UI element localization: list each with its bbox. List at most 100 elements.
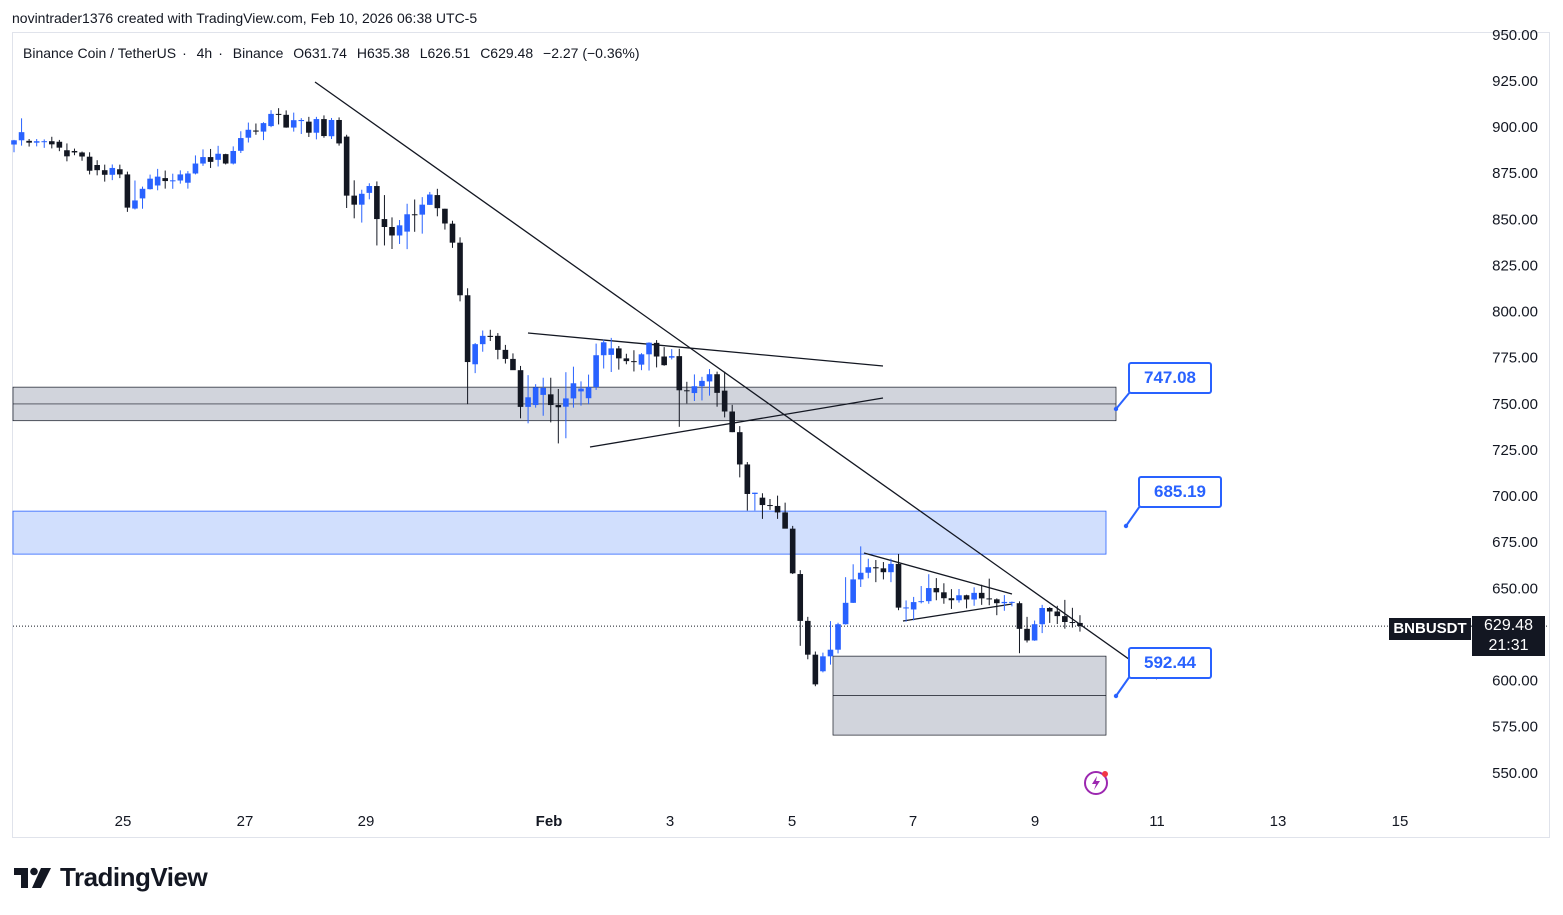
candle-body (578, 388, 584, 392)
label-pointer-0 (1115, 391, 1131, 410)
candle-body (253, 130, 259, 132)
label-pointer-dot-1 (1123, 523, 1129, 529)
candle-body (994, 599, 1000, 604)
candle-body (986, 598, 993, 600)
candle-body (684, 390, 690, 392)
candle-body (1001, 601, 1008, 604)
candle-body (389, 226, 395, 236)
chart-frame[interactable] (12, 32, 1550, 838)
candle-body (1031, 624, 1038, 641)
candle-body (124, 174, 131, 208)
candle-body (880, 568, 887, 573)
zone-label-592[interactable]: 592.44 (1128, 647, 1212, 679)
time-tick-label: 3 (666, 813, 674, 830)
candle-body (71, 150, 78, 153)
price-tick-label: 825.00 (1492, 257, 1538, 274)
time-tick-label: 9 (1031, 813, 1039, 830)
sep: · (218, 45, 223, 61)
candle-body (411, 214, 418, 216)
candle-body (661, 356, 667, 366)
candle-body (479, 335, 486, 345)
candle-body (653, 342, 660, 357)
candle-body (956, 595, 962, 601)
symbol-info: Binance Coin / TetherUS · 4h · Binance O63… (23, 45, 646, 61)
candle-body (495, 335, 501, 350)
candle-body (547, 394, 554, 406)
time-tick-label: 11 (1149, 813, 1165, 830)
candle-body (895, 563, 902, 608)
time-tick-label: 5 (788, 813, 796, 830)
candle-body (812, 654, 819, 685)
candle-body (1016, 603, 1023, 629)
candle-body (744, 464, 751, 494)
last-price-tag: 629.48 21:31 (1472, 616, 1545, 656)
exchange: Binance (232, 45, 284, 61)
time-tick-label: 29 (358, 813, 375, 830)
chart-caption: novintrader1376 created with TradingView… (12, 10, 478, 26)
candle-body (94, 165, 100, 171)
time-tick-label: 13 (1270, 813, 1287, 830)
candle-body (381, 219, 388, 227)
candle-body (472, 344, 478, 365)
candle-body (336, 119, 342, 144)
candle-body (192, 163, 199, 174)
candle-body (714, 374, 720, 393)
candle-body (33, 141, 40, 143)
candles-layer (11, 108, 1083, 687)
zone-label-685[interactable]: 685.19 (1138, 476, 1222, 508)
candle-body (873, 567, 879, 569)
pair-name: Binance Coin / TetherUS (23, 45, 177, 61)
candle-body (298, 119, 305, 122)
candle-body (109, 167, 116, 175)
candle-body (948, 598, 955, 601)
candle-body (147, 178, 153, 190)
change-value: −2.27 (−0.36%) (543, 45, 640, 61)
high-value: H635.38 (356, 45, 410, 61)
time-tick-label: 7 (909, 813, 917, 830)
candle-body (842, 602, 849, 625)
candle-body (275, 113, 282, 115)
candle-body (464, 295, 471, 363)
time-tick-label: 25 (115, 813, 132, 830)
price-tick-label: 725.00 (1492, 442, 1538, 459)
candle-body (850, 579, 856, 603)
price-axis: 950.00 925.00 900.00 875.00 850.00 825.00 800.… (1492, 27, 1538, 782)
candle-body (555, 405, 562, 408)
bar-countdown: 21:31 (1488, 637, 1529, 654)
candle-body (593, 355, 599, 388)
candle-body (185, 173, 191, 183)
footer-logo[interactable]: TradingView (14, 862, 208, 893)
candle-body (646, 342, 652, 355)
symbol-tag: BNBUSDT (1389, 618, 1471, 640)
open-value: O631.74 (293, 45, 347, 61)
main-downtrend-line (314, 81, 1158, 680)
candle-body (729, 411, 735, 433)
sep: · (182, 45, 187, 61)
candle-body (978, 592, 985, 599)
candle-body (820, 656, 826, 672)
candle-body (260, 123, 267, 132)
candle-body (971, 592, 977, 600)
candle-body (374, 186, 380, 220)
candle-body (79, 152, 85, 157)
candle-body (1046, 607, 1053, 612)
candle-body (290, 120, 297, 128)
interval: 4h (196, 45, 213, 61)
lightning-icon[interactable] (1083, 770, 1111, 798)
candle-body (827, 649, 834, 657)
candle-body (1077, 622, 1083, 627)
candle-body (608, 348, 615, 355)
price-tick-label: 875.00 (1492, 165, 1538, 182)
candle-body (101, 170, 108, 175)
candle-body (238, 138, 244, 151)
zone-label-747[interactable]: 747.08 (1128, 362, 1212, 394)
candle-body (442, 208, 448, 224)
candle-body (888, 563, 894, 573)
candle-body (502, 349, 509, 359)
flag-lower-line (589, 397, 884, 448)
time-tick-label: 15 (1392, 813, 1409, 830)
trendlines-layer (314, 81, 1158, 680)
candle-body (207, 157, 214, 162)
candle-body (570, 383, 577, 399)
